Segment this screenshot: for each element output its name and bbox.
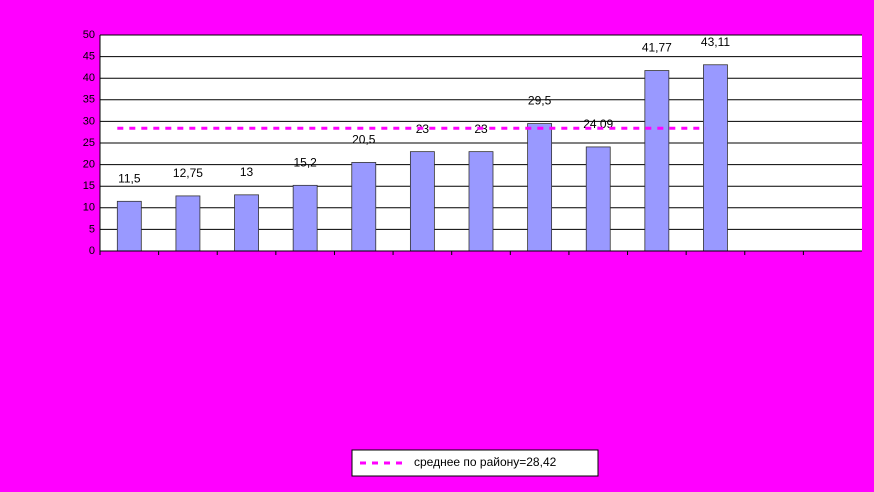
y-tick-label: 15 <box>83 180 95 192</box>
y-tick-label: 0 <box>89 245 95 257</box>
value-label: 41,77 <box>642 41 672 55</box>
value-label: 20,5 <box>352 133 376 147</box>
bar <box>351 162 377 252</box>
legend <box>351 449 599 477</box>
bar <box>292 184 318 252</box>
y-tick-label: 30 <box>83 115 95 127</box>
value-label: 15,2 <box>293 156 317 170</box>
bar <box>116 200 142 252</box>
y-tick-label: 35 <box>83 94 95 106</box>
bar <box>468 151 494 252</box>
value-label: 13 <box>240 165 254 179</box>
value-label: 29,5 <box>528 94 552 108</box>
bar <box>703 64 728 252</box>
y-tick-label: 20 <box>83 159 95 171</box>
value-label: 11,5 <box>118 171 141 185</box>
bar <box>644 70 670 252</box>
y-tick-label: 25 <box>83 137 95 149</box>
y-tick-label: 10 <box>83 202 95 214</box>
bar <box>234 194 259 252</box>
legend-label: среднее по району=28,42 <box>414 455 557 469</box>
y-tick-label: 5 <box>89 223 95 235</box>
y-tick-label: 45 <box>83 51 95 63</box>
value-label: 12,75 <box>173 166 203 180</box>
bar <box>409 151 435 252</box>
bar <box>527 123 553 252</box>
bar <box>175 195 201 252</box>
y-tick-label: 40 <box>83 72 95 84</box>
value-label: 43,11 <box>701 35 730 49</box>
y-tick-label: 50 <box>83 29 95 41</box>
bar <box>585 146 611 252</box>
